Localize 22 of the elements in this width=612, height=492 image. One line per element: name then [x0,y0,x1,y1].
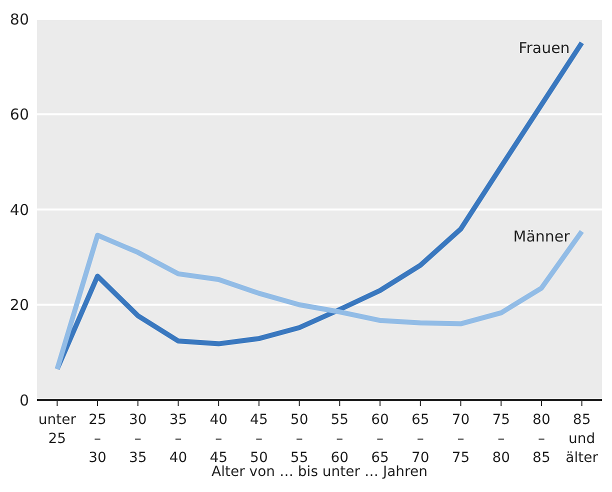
x-tick-label: 55 – 60 [330,412,349,466]
y-tick-label: 80 [10,10,29,28]
x-axis-title: Alter von … bis unter … Jahren [212,464,428,480]
x-tick-label: 65 – 70 [411,412,430,466]
x-tick-label: 50 – 55 [290,412,308,466]
x-tick-label: 80 – 85 [532,412,550,466]
x-tick-label: 30 – 35 [128,412,147,466]
x-tick-label: unter 25 [38,412,76,447]
series-label: Männer [513,227,571,246]
x-tick-label: 40 – 45 [210,412,228,466]
y-tick-label: 60 [10,106,29,124]
x-tick-label: 25 – 30 [88,412,106,466]
x-tick-label: 70 – 75 [452,412,470,466]
x-tick-label: 45 – 50 [250,412,268,466]
series-label: Frauen [518,38,570,57]
x-tick-label: 35 – 40 [169,412,188,466]
y-tick-label: 0 [19,391,29,410]
y-tick-label: 20 [10,296,29,314]
x-tick-label: 85 und älter [566,412,598,466]
x-tick-label: 75 – 80 [492,412,510,466]
y-tick-label: 40 [10,200,29,219]
x-tick-label: 60 – 65 [371,412,389,466]
